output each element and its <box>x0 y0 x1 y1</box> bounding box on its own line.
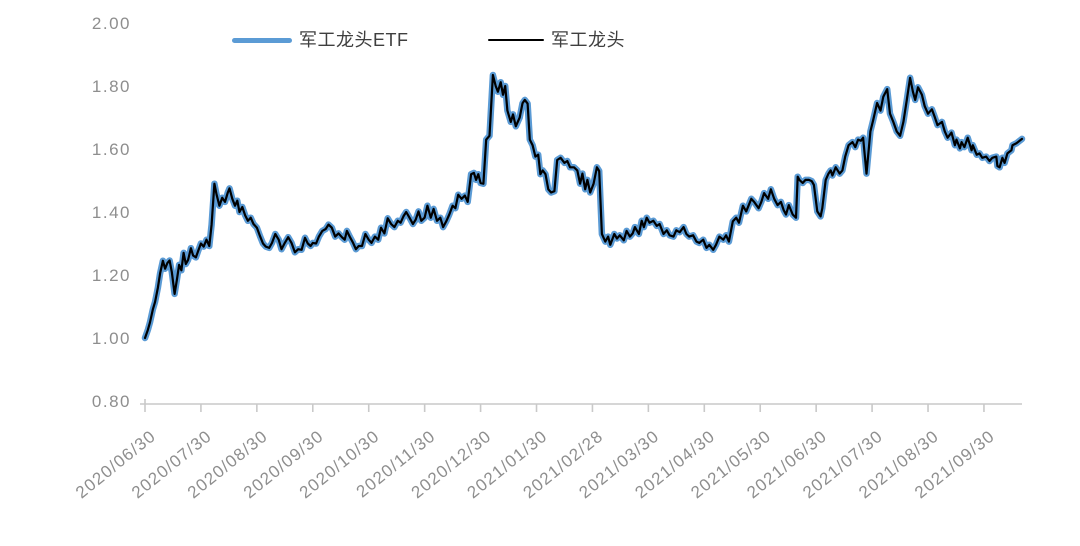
y-tick-label: 1.40 <box>92 203 131 222</box>
y-tick-label: 0.80 <box>92 392 131 411</box>
series-line-index <box>143 73 1024 340</box>
index-line-swatch <box>488 38 544 42</box>
y-tick-label: 2.00 <box>92 14 131 33</box>
legend-item-etf: 军工龙头ETF <box>232 28 409 52</box>
legend-item-index: 军工龙头 <box>488 28 625 52</box>
legend-label-index: 军工龙头 <box>551 30 625 50</box>
etf-line-swatch <box>232 37 292 43</box>
legend-label-etf: 军工龙头ETF <box>299 30 409 50</box>
y-tick-label: 1.60 <box>92 140 131 159</box>
y-tick-label: 1.20 <box>92 266 131 285</box>
y-tick-label: 1.80 <box>92 77 131 96</box>
y-tick-label: 1.00 <box>92 329 131 348</box>
